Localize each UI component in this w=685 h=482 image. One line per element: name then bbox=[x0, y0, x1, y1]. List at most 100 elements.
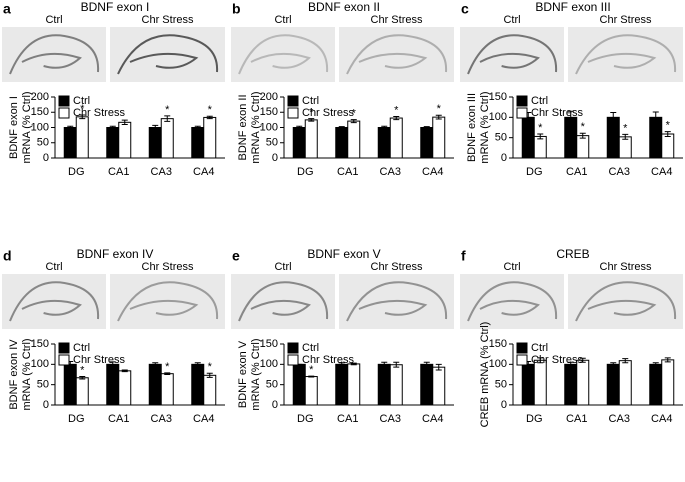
error-bar bbox=[194, 362, 201, 367]
x-tick-label: DG bbox=[297, 166, 314, 178]
image-label: Ctrl bbox=[45, 14, 62, 26]
error-bar bbox=[206, 372, 213, 378]
bar bbox=[304, 376, 318, 406]
legend-label: Chr Stress bbox=[531, 107, 583, 119]
x-tick-label: CA1 bbox=[108, 413, 129, 425]
image-structure bbox=[21, 299, 82, 316]
y-axis-label: BDNF exon IV bbox=[8, 339, 20, 410]
image-background bbox=[568, 27, 683, 82]
hippocampus-image bbox=[460, 27, 564, 82]
bar bbox=[420, 127, 434, 159]
error-bar bbox=[121, 119, 128, 125]
x-tick-label: CA4 bbox=[193, 166, 214, 178]
image-label: Ctrl bbox=[503, 261, 520, 273]
significance-marker: * bbox=[623, 122, 628, 134]
bar bbox=[118, 121, 132, 159]
legend-label: Chr Stress bbox=[73, 107, 125, 119]
error-bar bbox=[393, 116, 400, 121]
y-tick-label: 100 bbox=[489, 358, 507, 370]
legend-label: Ctrl bbox=[302, 342, 319, 354]
image-background bbox=[231, 27, 335, 82]
error-bar bbox=[338, 362, 345, 367]
bar bbox=[75, 116, 89, 159]
x-tick-label: CA4 bbox=[422, 413, 443, 425]
image-background bbox=[339, 27, 454, 82]
bar bbox=[618, 136, 632, 159]
x-tick-label: CA3 bbox=[609, 166, 630, 178]
bar bbox=[661, 359, 675, 406]
image-label: Chr Stress bbox=[371, 261, 423, 273]
legend-swatch bbox=[516, 95, 528, 107]
y-tick-label: 0 bbox=[43, 152, 49, 164]
error-bar bbox=[381, 125, 388, 130]
image-structure bbox=[250, 52, 311, 69]
panel-letter: a bbox=[3, 1, 11, 17]
bar bbox=[377, 363, 391, 406]
y-tick-label: 50 bbox=[266, 137, 278, 149]
bar bbox=[75, 377, 89, 406]
y-axis-label: CREB mRNA (% Ctrl) bbox=[479, 322, 491, 428]
panel-letter: e bbox=[232, 248, 240, 264]
x-tick-label: CA3 bbox=[609, 413, 630, 425]
image-structure bbox=[575, 281, 677, 322]
bar bbox=[661, 133, 675, 159]
bar bbox=[618, 360, 632, 406]
legend-swatch bbox=[58, 342, 70, 354]
bar bbox=[335, 363, 349, 406]
error-bar bbox=[152, 124, 159, 131]
error-bar bbox=[109, 361, 116, 368]
error-bar bbox=[579, 357, 586, 363]
image-structure bbox=[479, 299, 540, 316]
image-label: Chr Stress bbox=[600, 261, 652, 273]
x-tick-label: DG bbox=[526, 166, 543, 178]
y-axis-label: BDNF exon V bbox=[237, 340, 249, 408]
bar bbox=[606, 116, 620, 159]
y-axis-label: mRNA (% Ctrl) bbox=[479, 91, 491, 163]
bar bbox=[649, 363, 663, 406]
error-bar bbox=[350, 362, 357, 366]
y-tick-label: 50 bbox=[495, 379, 507, 391]
image-structure bbox=[250, 299, 311, 316]
error-bar bbox=[381, 361, 388, 367]
bar bbox=[160, 373, 174, 406]
y-tick-label: 50 bbox=[495, 132, 507, 144]
y-tick-label: 150 bbox=[489, 91, 507, 103]
error-bar bbox=[423, 126, 430, 129]
bar bbox=[389, 364, 403, 406]
panel-letter: f bbox=[461, 248, 466, 264]
x-tick-label: CA4 bbox=[193, 413, 214, 425]
y-axis-label: mRNA (% Ctrl) bbox=[250, 91, 262, 163]
error-bar bbox=[121, 369, 128, 373]
x-tick-label: DG bbox=[68, 413, 85, 425]
error-bar bbox=[296, 125, 303, 130]
legend-label: Ctrl bbox=[531, 342, 548, 354]
panel-title: BDNF exon II bbox=[308, 0, 380, 14]
image-label: Ctrl bbox=[45, 261, 62, 273]
significance-marker: * bbox=[309, 107, 314, 119]
bar bbox=[347, 120, 361, 159]
x-tick-label: CA1 bbox=[566, 166, 587, 178]
bar bbox=[335, 127, 349, 159]
significance-marker: * bbox=[80, 103, 85, 115]
error-bar bbox=[622, 133, 629, 140]
image-structure bbox=[346, 34, 448, 75]
error-bar bbox=[610, 362, 617, 367]
error-bar bbox=[652, 362, 659, 367]
bar bbox=[203, 116, 217, 159]
error-bar bbox=[164, 115, 171, 122]
image-label: Chr Stress bbox=[600, 14, 652, 26]
bar bbox=[292, 127, 306, 159]
error-bar bbox=[393, 361, 400, 368]
significance-marker: * bbox=[666, 119, 671, 131]
y-axis-label: mRNA (% Ctrl) bbox=[21, 338, 33, 410]
image-structure bbox=[587, 52, 657, 69]
error-bar bbox=[194, 125, 201, 130]
error-bar bbox=[338, 126, 345, 129]
hippocampus-image bbox=[568, 274, 683, 329]
legend-swatch bbox=[287, 342, 299, 354]
x-tick-label: CA4 bbox=[651, 413, 672, 425]
image-label: Chr Stress bbox=[371, 14, 423, 26]
bar bbox=[377, 127, 391, 159]
bar bbox=[160, 118, 174, 159]
y-tick-label: 150 bbox=[31, 106, 49, 118]
